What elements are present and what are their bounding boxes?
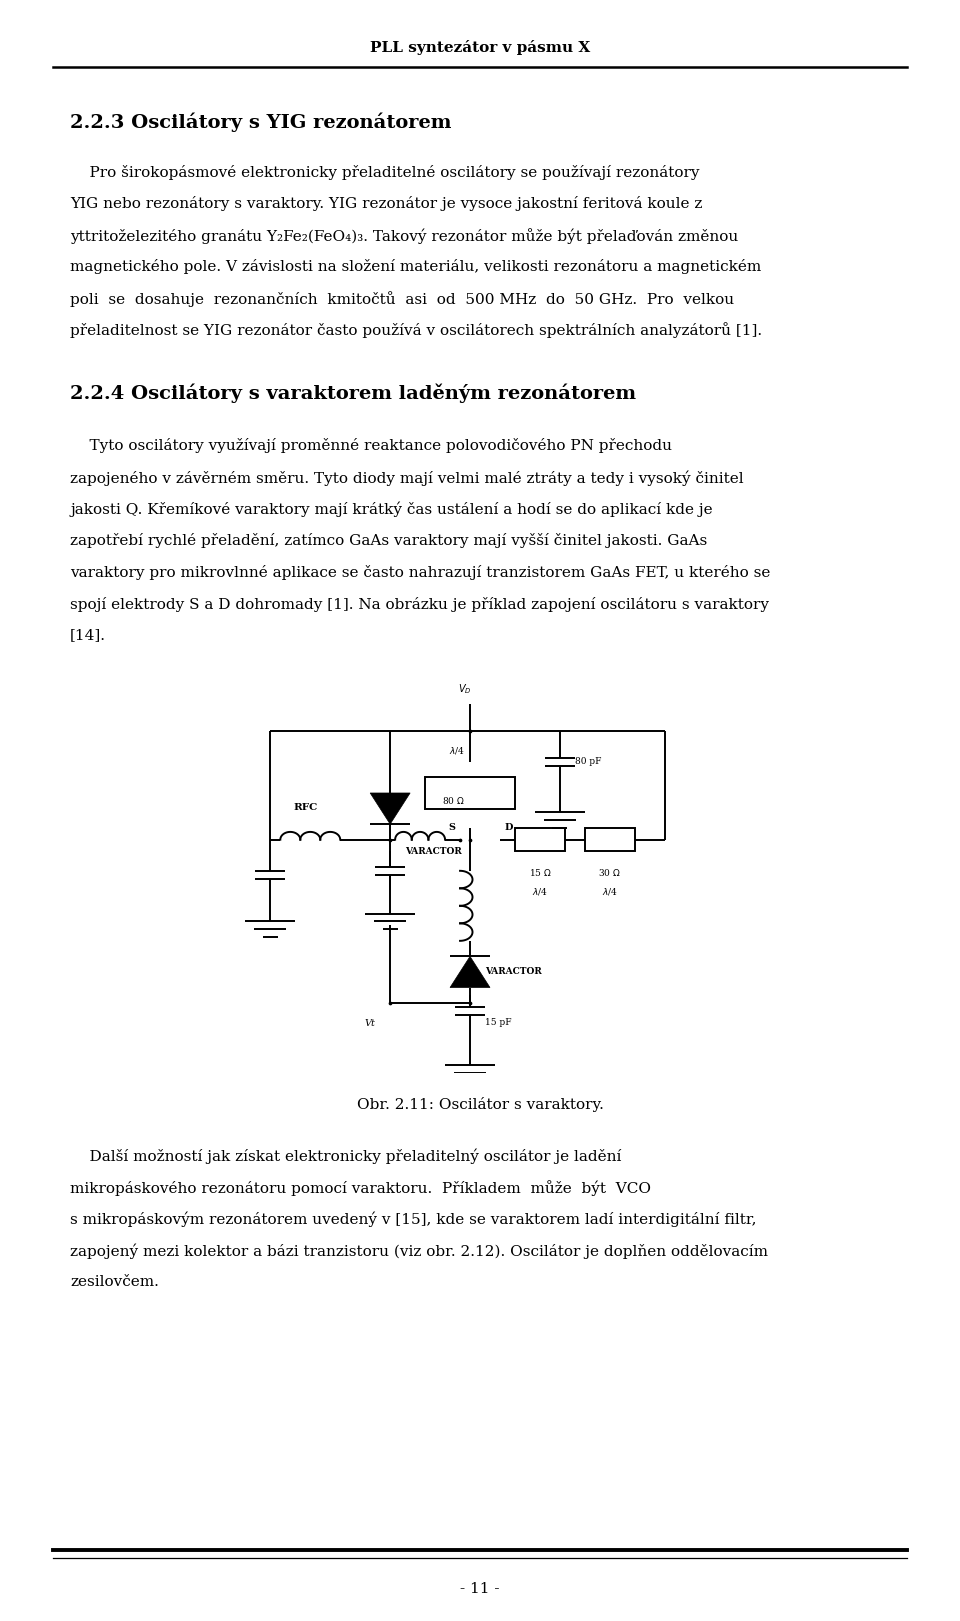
Polygon shape: [371, 793, 410, 823]
Text: poli  se  dosahuje  rezonančních  kmitočtů  asi  od  500 MHz  do  50 GHz.  Pro  : poli se dosahuje rezonančních kmitočtů a…: [70, 290, 734, 306]
Bar: [425, 778, 515, 809]
Text: PLL syntezátor v pásmu X: PLL syntezátor v pásmu X: [370, 39, 590, 55]
Text: $\lambda$/4: $\lambda$/4: [602, 887, 618, 898]
Text: zapojeného v závěrném směru. Tyto diody mají velmi malé ztráty a tedy i vysoký č: zapojeného v závěrném směru. Tyto diody …: [70, 470, 744, 486]
Text: - 11 -: - 11 -: [460, 1582, 500, 1597]
Text: Tyto oscilátory využívají proměnné reaktance polovodičového PN přechodu: Tyto oscilátory využívají proměnné reakt…: [70, 438, 672, 454]
Text: varaktory pro mikrovlnné aplikace se často nahrazují tranzistorem GaAs FET, u kt: varaktory pro mikrovlnné aplikace se čas…: [70, 564, 771, 580]
Text: 2.2.3 Oscilátory s YIG rezonátorem: 2.2.3 Oscilátory s YIG rezonátorem: [70, 113, 451, 133]
Bar: [515, 828, 564, 851]
Text: 15 $\Omega$: 15 $\Omega$: [529, 867, 551, 879]
Text: S: S: [448, 823, 455, 832]
Text: spojí elektrody S a D dohromady [1]. Na obrázku je příklad zapojení oscilátoru s: spojí elektrody S a D dohromady [1]. Na …: [70, 597, 769, 611]
Text: s mikropáskovým rezonátorem uvedený v [15], kde se varaktorem ladí interdigitáln: s mikropáskovým rezonátorem uvedený v [1…: [70, 1211, 756, 1227]
Text: 2.2.4 Oscilátory s varaktorem laděným rezonátorem: 2.2.4 Oscilátory s varaktorem laděným re…: [70, 383, 636, 404]
Text: 15 pF: 15 pF: [485, 1018, 512, 1028]
Text: Pro širokopásmové elektronicky přeladitelné oscilátory se používají rezonátory: Pro širokopásmové elektronicky přeladite…: [70, 165, 700, 180]
Text: magnetického pole. V závislosti na složení materiálu, velikosti rezonátoru a mag: magnetického pole. V závislosti na slože…: [70, 259, 761, 274]
Text: zapojený mezi kolektor a bázi tranzistoru (viz obr. 2.12). Oscilátor je doplňen : zapojený mezi kolektor a bázi tranzistor…: [70, 1243, 768, 1260]
Text: mikropáskového rezonátoru pomocí varaktoru.  Příkladem  může  být  VCO: mikropáskového rezonátoru pomocí varakto…: [70, 1180, 651, 1196]
Text: [14].: [14].: [70, 627, 106, 642]
Text: jakosti Q. Křemíkové varaktory mají krátký čas ustálení a hodí se do aplikací kd: jakosti Q. Křemíkové varaktory mají krát…: [70, 501, 712, 517]
Text: Obr. 2.11: Oscilátor s varaktory.: Obr. 2.11: Oscilátor s varaktory.: [356, 1097, 604, 1112]
Text: $\lambda$/4: $\lambda$/4: [532, 887, 548, 898]
Polygon shape: [450, 956, 490, 987]
Bar: [585, 828, 635, 851]
Text: Vt: Vt: [364, 1018, 375, 1028]
Text: zesilovčem.: zesilovčem.: [70, 1274, 159, 1289]
Text: 80 $\Omega$: 80 $\Omega$: [443, 796, 465, 806]
Text: YIG nebo rezonátory s varaktory. YIG rezonátor je vysoce jakostní feritová koule: YIG nebo rezonátory s varaktory. YIG rez…: [70, 196, 703, 211]
Text: zapotřebí rychlé přeladění, zatímco GaAs varaktory mají vyšší činitel jakosti. G: zapotřebí rychlé přeladění, zatímco GaAs…: [70, 533, 708, 548]
Text: RFC: RFC: [293, 804, 318, 812]
Text: 30 $\Omega$: 30 $\Omega$: [598, 867, 621, 879]
Text: přeladitelnost se YIG rezonátor často používá v oscilátorech spektrálních analyz: přeladitelnost se YIG rezonátor často po…: [70, 323, 762, 339]
Text: $\lambda$/4: $\lambda$/4: [449, 744, 465, 755]
Text: 80 pF: 80 pF: [575, 757, 601, 767]
Text: VARACTOR: VARACTOR: [485, 968, 541, 976]
Text: D: D: [505, 823, 514, 832]
Text: VARACTOR: VARACTOR: [405, 848, 462, 856]
Text: yttritoželezitého granátu Y₂Fe₂(FeO₄)₃. Takový rezonátor může být přelaďován změ: yttritoželezitého granátu Y₂Fe₂(FeO₄)₃. …: [70, 227, 738, 243]
Text: Další možností jak získat elektronicky přeladitelný oscilátor je ladění: Další možností jak získat elektronicky p…: [70, 1148, 621, 1164]
Text: $V_D$: $V_D$: [458, 682, 471, 695]
